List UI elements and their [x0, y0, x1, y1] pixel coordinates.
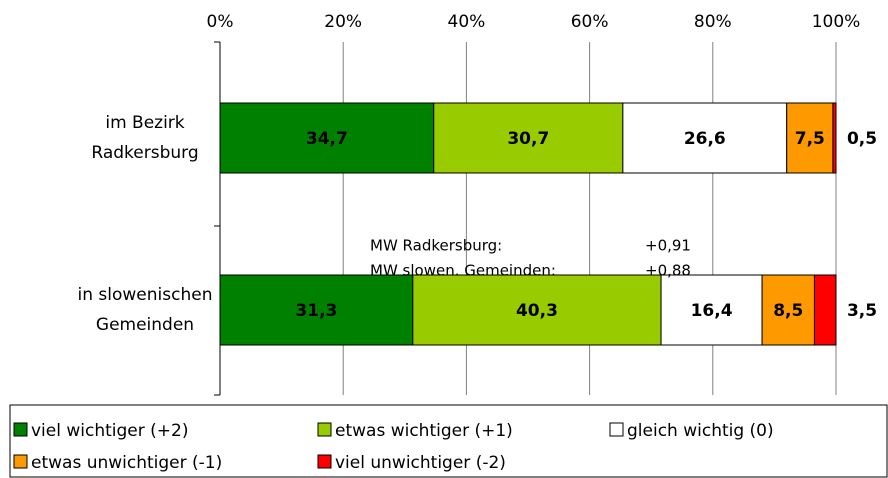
category-label: in slowenischen Gemeinden	[77, 285, 213, 335]
data-label: 16,4	[691, 301, 733, 321]
x-tick-label: 40%	[448, 12, 486, 32]
legend-label: viel wichtiger (+2)	[31, 421, 188, 441]
data-label: 0,5	[847, 129, 877, 149]
x-tick-label: 60%	[571, 12, 609, 32]
annotation: +0,91	[645, 237, 691, 255]
data-label: 40,3	[516, 301, 558, 321]
legend-label: etwas wichtiger (+1)	[335, 421, 513, 441]
bar-segment	[761, 274, 815, 346]
x-tick-label: 20%	[324, 12, 362, 32]
legend-swatch	[13, 454, 28, 469]
legend-label: etwas unwichtiger (-1)	[31, 453, 222, 473]
legend-swatch	[609, 422, 624, 437]
annotation: MW slowen. Gemeinden:	[370, 262, 556, 280]
bar-segment	[832, 102, 837, 174]
data-label: 30,7	[507, 129, 549, 149]
data-label: 8,5	[773, 301, 803, 321]
data-label: 7,5	[795, 129, 825, 149]
bar-segment	[219, 274, 414, 346]
legend-label: viel unwichtiger (-2)	[335, 453, 506, 473]
x-tick-label: 100%	[812, 12, 861, 32]
legend-swatch	[317, 422, 332, 437]
annotation: MW Radkersburg:	[370, 237, 502, 255]
bar-segment	[219, 102, 435, 174]
data-label: 34,7	[306, 129, 348, 149]
data-label: 26,6	[684, 129, 726, 149]
category-label: im Bezirk Radkersburg	[91, 113, 199, 163]
bar-segment	[786, 102, 834, 174]
data-label: 3,5	[847, 301, 877, 321]
legend-swatch	[317, 454, 332, 469]
legend-label: gleich wichtig (0)	[627, 421, 774, 441]
x-tick-label: 80%	[694, 12, 732, 32]
legend-box	[9, 404, 888, 478]
bar-segment	[813, 274, 837, 346]
x-tick-label: 0%	[207, 12, 234, 32]
legend-swatch	[13, 422, 28, 437]
bar-segment	[660, 274, 763, 346]
bar-segment	[412, 274, 662, 346]
annotation: +0,88	[645, 262, 691, 280]
bar-segment	[433, 102, 624, 174]
data-label: 31,3	[295, 301, 337, 321]
bar-segment	[622, 102, 788, 174]
